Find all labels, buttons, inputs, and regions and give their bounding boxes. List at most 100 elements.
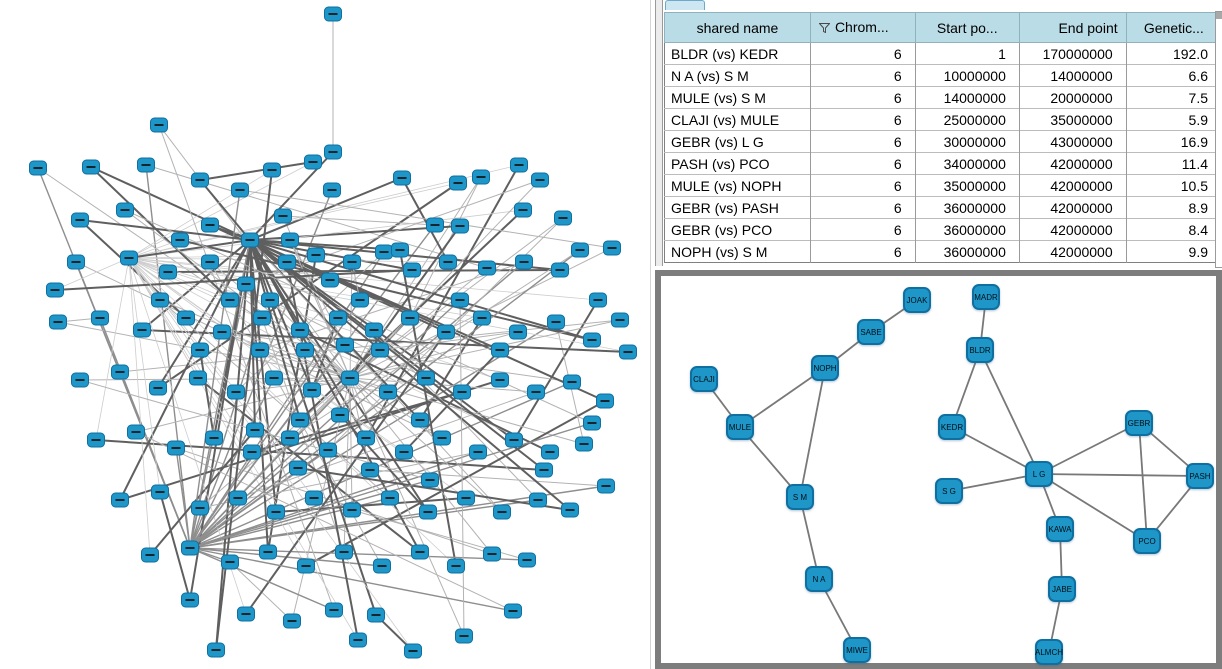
network-node[interactable] xyxy=(167,440,185,456)
network-node[interactable] xyxy=(509,324,527,340)
network-node[interactable] xyxy=(321,272,339,288)
cell-value[interactable]: 170000000 xyxy=(1019,42,1127,65)
network-node[interactable] xyxy=(205,430,223,446)
network-node[interactable] xyxy=(207,642,225,658)
table-row[interactable]: N A (vs) S M 6 10000000 14000000 6.6 xyxy=(664,64,1222,87)
edge-NOPH-S M[interactable] xyxy=(799,367,826,498)
network-node[interactable] xyxy=(531,172,549,188)
network-node[interactable] xyxy=(171,232,189,248)
network-node[interactable] xyxy=(419,504,437,520)
network-node[interactable] xyxy=(469,444,487,460)
network-node[interactable] xyxy=(221,292,239,308)
network-node[interactable] xyxy=(478,260,496,276)
network-node[interactable] xyxy=(510,157,528,173)
network-node[interactable] xyxy=(46,282,64,298)
network-node[interactable] xyxy=(289,460,307,476)
network-node[interactable] xyxy=(111,492,129,508)
network-node[interactable] xyxy=(395,444,413,460)
cell-value[interactable]: 42000000 xyxy=(1019,218,1127,241)
column-header-sharedname[interactable]: shared name xyxy=(664,12,811,43)
column-header-endpoint[interactable]: End point xyxy=(1018,12,1127,43)
network-node[interactable] xyxy=(91,310,109,326)
network-node[interactable] xyxy=(305,490,323,506)
network-node[interactable] xyxy=(343,254,361,270)
network-node[interactable] xyxy=(341,370,359,386)
network-node[interactable] xyxy=(111,364,129,380)
network-node[interactable] xyxy=(151,292,169,308)
network-node[interactable] xyxy=(221,554,239,570)
network-node[interactable] xyxy=(529,492,547,508)
network-node[interactable] xyxy=(291,412,309,428)
network-node[interactable] xyxy=(335,544,353,560)
network-node[interactable] xyxy=(411,412,429,428)
node-sabe[interactable]: SABE xyxy=(857,319,885,345)
table-row[interactable]: MULE (vs) S M 6 14000000 20000000 7.5 xyxy=(664,86,1222,109)
node-noph[interactable]: NOPH xyxy=(811,355,839,381)
network-node[interactable] xyxy=(403,262,421,278)
network-node[interactable] xyxy=(141,547,159,563)
network-node[interactable] xyxy=(349,632,367,648)
edge-NOPH-MULE[interactable] xyxy=(739,367,826,428)
network-node[interactable] xyxy=(137,157,155,173)
network-node[interactable] xyxy=(473,310,491,326)
network-node[interactable] xyxy=(491,372,509,388)
network-node[interactable] xyxy=(133,322,151,338)
network-node[interactable] xyxy=(371,342,389,358)
cell-value[interactable]: 6 xyxy=(810,218,916,241)
cell-value[interactable]: 6 xyxy=(810,196,916,219)
network-node[interactable] xyxy=(331,407,349,423)
node-miwe[interactable]: MIWE xyxy=(843,637,871,663)
network-node[interactable] xyxy=(571,242,589,258)
network-node[interactable] xyxy=(611,312,629,328)
cell-value[interactable]: 6 xyxy=(810,86,916,109)
cell-value[interactable]: 11.4 xyxy=(1126,152,1222,175)
network-node[interactable] xyxy=(191,342,209,358)
node-kawa[interactable]: KAWA xyxy=(1046,516,1074,542)
network-node[interactable] xyxy=(367,607,385,623)
network-node[interactable] xyxy=(619,344,637,360)
edge-S M-N A[interactable] xyxy=(799,496,820,580)
network-node[interactable] xyxy=(67,254,85,270)
cell-value[interactable]: 10000000 xyxy=(915,64,1020,87)
network-node[interactable] xyxy=(297,558,315,574)
network-node[interactable] xyxy=(329,310,347,326)
network-node[interactable] xyxy=(551,262,569,278)
network-node[interactable] xyxy=(493,504,511,520)
cell-value[interactable]: 42000000 xyxy=(1019,174,1127,197)
table-row[interactable]: MULE (vs) NOPH 6 35000000 42000000 10.5 xyxy=(664,174,1222,197)
network-node[interactable] xyxy=(449,175,467,191)
node-s-m[interactable]: S M xyxy=(786,484,814,510)
table-row[interactable]: PASH (vs) PCO 6 34000000 42000000 11.4 xyxy=(664,152,1222,175)
node-joak[interactable]: JOAK xyxy=(903,287,931,313)
network-node[interactable] xyxy=(365,322,383,338)
network-node[interactable] xyxy=(177,310,195,326)
network-node[interactable] xyxy=(324,144,342,160)
node-claji[interactable]: CLAJI xyxy=(690,366,718,392)
network-node[interactable] xyxy=(504,603,522,619)
cell-shared-name[interactable]: GEBR (vs) PCO xyxy=(664,218,811,241)
cell-value[interactable]: 8.9 xyxy=(1126,196,1222,219)
network-node[interactable] xyxy=(455,628,473,644)
node-almch[interactable]: ALMCH xyxy=(1035,639,1063,665)
network-node[interactable] xyxy=(343,502,361,518)
node-s-g[interactable]: S G xyxy=(935,478,963,504)
cell-value[interactable]: 6 xyxy=(810,108,916,131)
network-node[interactable] xyxy=(541,444,559,460)
node-jabe[interactable]: JABE xyxy=(1048,576,1076,602)
cell-value[interactable]: 34000000 xyxy=(915,152,1020,175)
network-node[interactable] xyxy=(87,432,105,448)
network-node[interactable] xyxy=(417,370,435,386)
network-node[interactable] xyxy=(263,162,281,178)
network-node[interactable] xyxy=(120,250,138,266)
edge-PCO-L G[interactable] xyxy=(1038,473,1148,542)
network-node[interactable] xyxy=(237,606,255,622)
network-node[interactable] xyxy=(514,202,532,218)
network-node[interactable] xyxy=(82,159,100,175)
network-node[interactable] xyxy=(267,504,285,520)
cell-value[interactable]: 1 xyxy=(915,42,1020,65)
network-node[interactable] xyxy=(451,218,469,234)
network-node[interactable] xyxy=(554,210,572,226)
network-node[interactable] xyxy=(281,232,299,248)
table-row[interactable]: BLDR (vs) KEDR 6 1 170000000 192.0 xyxy=(664,42,1222,65)
network-node[interactable] xyxy=(304,154,322,170)
